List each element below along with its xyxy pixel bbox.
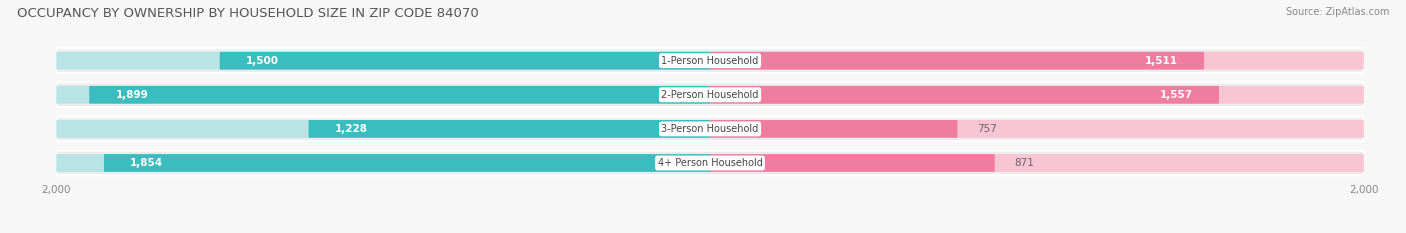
FancyBboxPatch shape	[219, 52, 710, 70]
FancyBboxPatch shape	[710, 154, 1364, 172]
Text: Source: ZipAtlas.com: Source: ZipAtlas.com	[1285, 7, 1389, 17]
FancyBboxPatch shape	[710, 52, 1364, 70]
Text: OCCUPANCY BY OWNERSHIP BY HOUSEHOLD SIZE IN ZIP CODE 84070: OCCUPANCY BY OWNERSHIP BY HOUSEHOLD SIZE…	[17, 7, 478, 20]
FancyBboxPatch shape	[56, 52, 710, 70]
FancyBboxPatch shape	[56, 48, 1364, 73]
Text: 1,557: 1,557	[1160, 90, 1192, 100]
Text: 757: 757	[977, 124, 997, 134]
FancyBboxPatch shape	[56, 116, 1364, 141]
Text: 2-Person Household: 2-Person Household	[661, 90, 759, 100]
FancyBboxPatch shape	[56, 154, 710, 172]
FancyBboxPatch shape	[710, 120, 957, 138]
FancyBboxPatch shape	[104, 154, 710, 172]
Text: 4+ Person Household: 4+ Person Household	[658, 158, 762, 168]
FancyBboxPatch shape	[56, 86, 710, 104]
Text: 1,500: 1,500	[246, 56, 278, 66]
FancyBboxPatch shape	[56, 120, 710, 138]
Text: 871: 871	[1014, 158, 1035, 168]
FancyBboxPatch shape	[56, 151, 1364, 175]
FancyBboxPatch shape	[710, 120, 1364, 138]
FancyBboxPatch shape	[710, 86, 1364, 104]
FancyBboxPatch shape	[710, 154, 995, 172]
Text: 1,228: 1,228	[335, 124, 368, 134]
Text: 1,899: 1,899	[115, 90, 148, 100]
FancyBboxPatch shape	[710, 52, 1204, 70]
Text: 1,854: 1,854	[131, 158, 163, 168]
FancyBboxPatch shape	[89, 86, 710, 104]
Text: 3-Person Household: 3-Person Household	[661, 124, 759, 134]
FancyBboxPatch shape	[56, 82, 1364, 107]
FancyBboxPatch shape	[308, 120, 710, 138]
Text: 1-Person Household: 1-Person Household	[661, 56, 759, 66]
FancyBboxPatch shape	[710, 86, 1219, 104]
Text: 1,511: 1,511	[1144, 56, 1178, 66]
